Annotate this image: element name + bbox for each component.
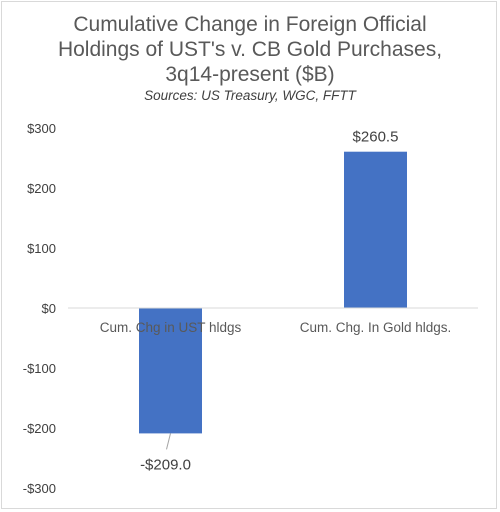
data-label-leader (166, 433, 171, 450)
y-tick-label: -$100 (23, 361, 56, 376)
bar (344, 151, 407, 308)
category-label: Cum. Chg. In Gold hldgs. (300, 320, 452, 335)
y-tick-label: $100 (27, 241, 56, 256)
y-tick-label: -$200 (23, 421, 56, 436)
y-tick-label: $300 (27, 121, 56, 136)
chart-title-line-2: Holdings of UST's v. CB Gold Purchases, (57, 38, 443, 61)
data-label: -$209.0 (140, 456, 191, 473)
chart-title: Cumulative Change in Foreign Official Ho… (0, 12, 500, 87)
y-tick-label: $0 (42, 301, 56, 316)
y-tick-label: -$300 (23, 481, 56, 496)
category-label: Cum. Chg in UST hldgs (100, 320, 242, 335)
chart-title-line-3: 3q14-present ($B) (165, 63, 335, 86)
chart-title-line-1: Cumulative Change in Foreign Official (73, 13, 427, 36)
y-tick-label: $200 (27, 181, 56, 196)
chart-subtitle: Sources: US Treasury, WGC, FFTT (144, 88, 356, 103)
data-label: $260.5 (353, 129, 399, 146)
bar (139, 308, 202, 434)
